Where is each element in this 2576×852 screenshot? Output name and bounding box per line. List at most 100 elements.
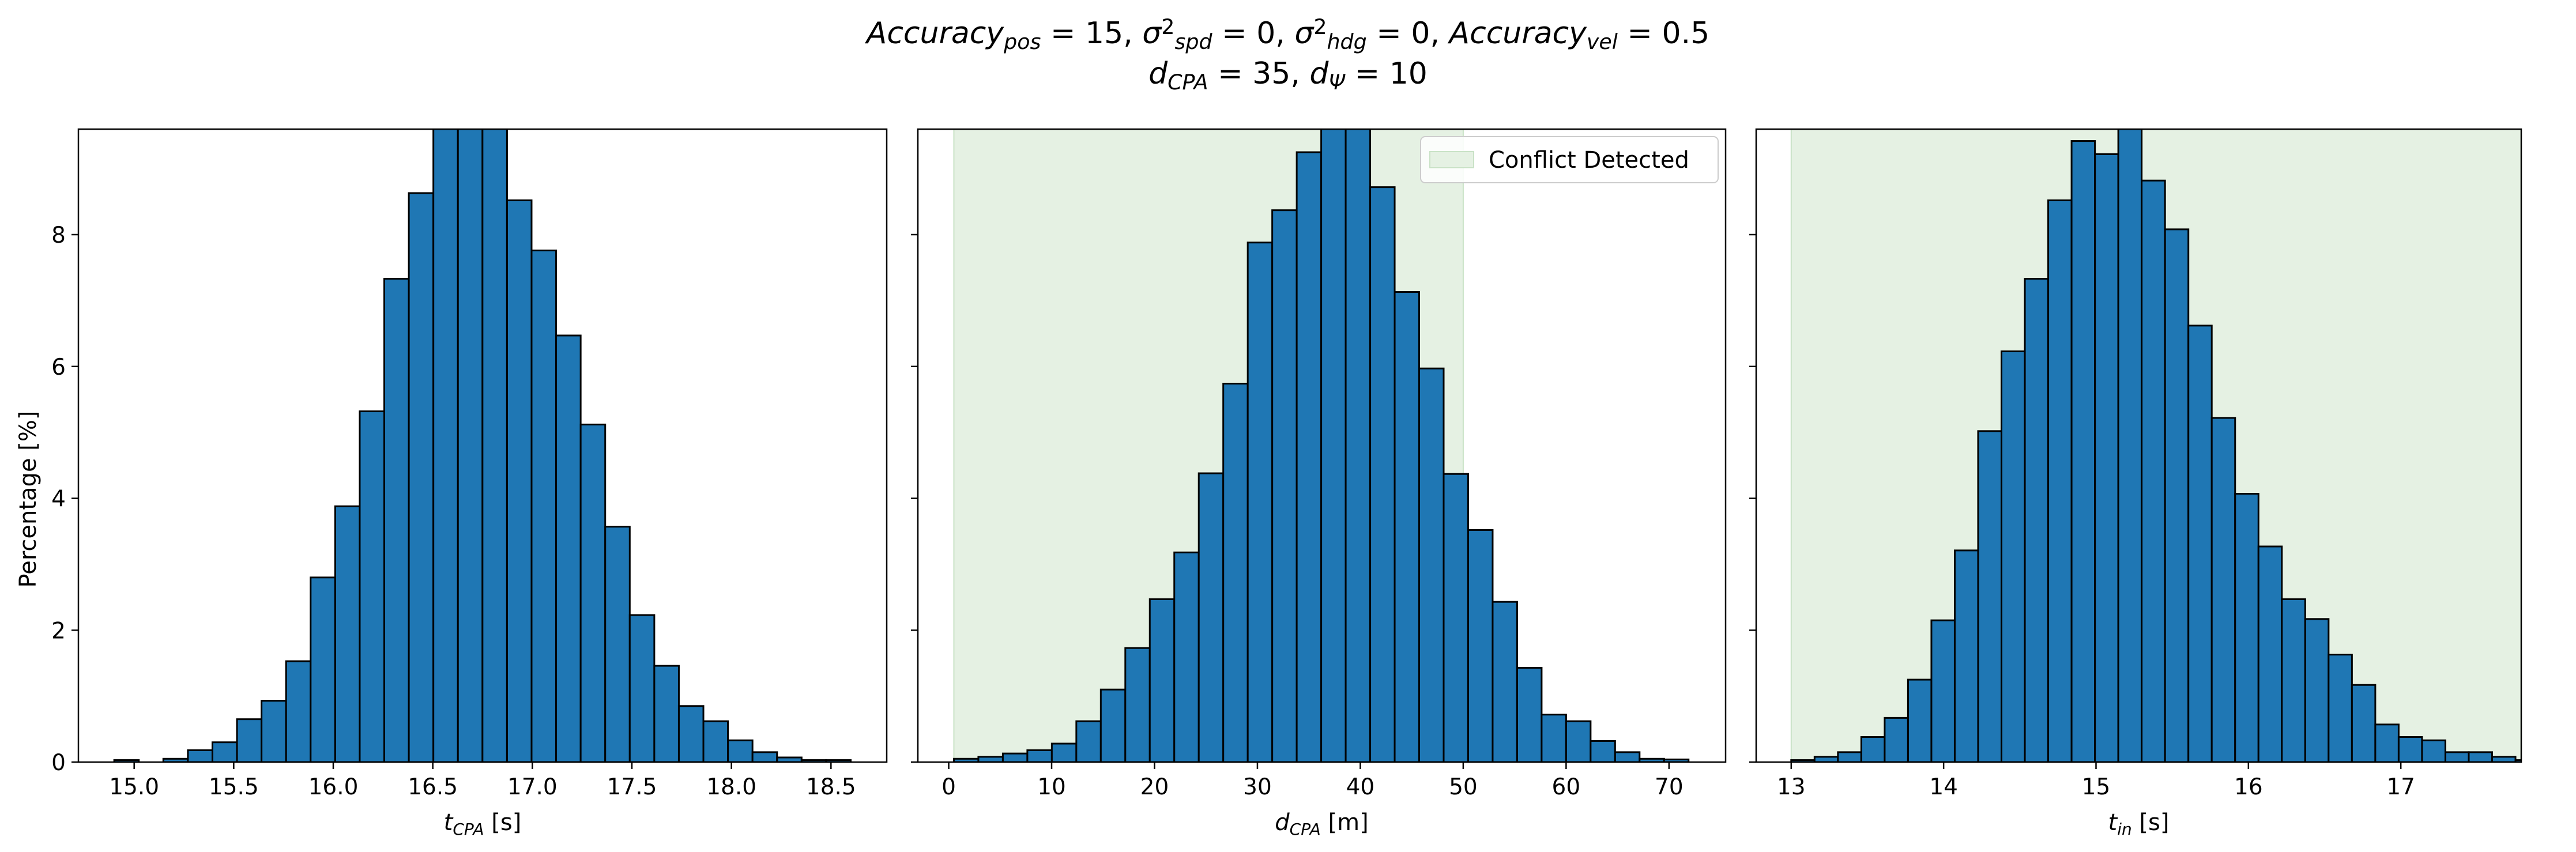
histogram-bar (1394, 291, 1421, 762)
x-axis-label: tin [s] (2108, 809, 2170, 839)
histogram-bar (2397, 736, 2423, 762)
histogram-bar (1467, 529, 1494, 762)
histogram-bar (2187, 325, 2213, 762)
histogram-bar (1663, 758, 1690, 762)
histogram-bar (2257, 545, 2283, 762)
x-tick-label: 15.5 (209, 774, 259, 800)
histogram-bar (1148, 598, 1176, 762)
x-tick-label: 20 (1140, 774, 1169, 800)
histogram-bar (457, 129, 484, 762)
histogram-bar (1222, 382, 1249, 762)
histogram-bar (1026, 749, 1053, 762)
x-tick-label: 13 (1777, 774, 1806, 800)
histogram-bar (334, 505, 361, 762)
histogram-bar (383, 278, 410, 762)
histogram-bar (1516, 666, 1543, 762)
x-tick-label: 15.0 (109, 774, 159, 800)
histogram-bar (2444, 751, 2470, 762)
histogram-bar (1099, 688, 1127, 762)
histogram-bar (2514, 759, 2521, 762)
histogram-bar (1492, 601, 1518, 762)
histogram-bar (1271, 209, 1298, 762)
histogram-bar (1295, 151, 1323, 762)
histogram-bar (579, 423, 607, 762)
histogram-bar (2094, 153, 2119, 762)
x-tick-label: 17.0 (507, 774, 558, 800)
histogram-bar (2141, 179, 2166, 762)
x-tick-label: 14 (1929, 774, 1958, 800)
chart-panel-1: 15.0 15.5 16.0 16.5 17.0 17.5 18.0 18.5 0 2 4 6 8 tCP… (51, 128, 888, 839)
histogram-bar (1930, 619, 1956, 762)
histogram-bar (1837, 751, 1862, 762)
histogram-bar (530, 249, 558, 762)
histogram-bar (1124, 647, 1151, 762)
x-tick-label: 10 (1037, 774, 1066, 800)
legend-label: Conflict Detected (1489, 147, 1689, 174)
y-tick-label: 4 (51, 487, 66, 512)
y-tick-label: 8 (51, 223, 66, 248)
histogram-bar (1565, 720, 1592, 762)
histogram-bar (1345, 129, 1372, 762)
histogram-bar (1075, 720, 1102, 762)
y-tick-label: 6 (51, 355, 66, 380)
chart-panel-2: 0 10 20 30 40 50 60 70 dCPA [m] Conflict Detected (911, 128, 1727, 839)
x-tick-label: 18.0 (706, 774, 756, 800)
histogram-bar (2421, 739, 2446, 762)
axes-frame (1755, 128, 2522, 763)
histogram-bar (2210, 417, 2236, 762)
histogram-bar (2117, 129, 2143, 762)
histogram-bar (977, 756, 1004, 762)
histogram-bar (2070, 140, 2096, 762)
x-tick-label: 30 (1243, 774, 1272, 800)
histogram-bar (1590, 740, 1616, 762)
x-tick-label: 70 (1655, 774, 1684, 800)
histogram-bar (2491, 756, 2517, 762)
x-tick-label: 18.5 (806, 774, 856, 800)
histogram-bar (2047, 199, 2073, 762)
histogram-bar (2234, 492, 2259, 762)
histogram-bar (187, 749, 213, 762)
histogram-bar (1884, 717, 1909, 762)
y-tick-label: 0 (51, 750, 66, 776)
histogram-bar (628, 614, 656, 762)
x-tick-label: 17.5 (607, 774, 657, 800)
x-axis-label: dCPA [m] (1275, 809, 1368, 839)
histogram-bar (1246, 242, 1274, 762)
histogram-bar (236, 718, 263, 762)
histogram-bar (1813, 756, 1839, 762)
figure-title-line-1: Accuracypos = 15, σ2spd = 0, σ2hdg = 0, … (865, 14, 1709, 54)
histogram-bar (653, 665, 680, 762)
legend-swatch (1429, 151, 1474, 168)
histogram-bar (481, 129, 508, 762)
legend-box (1420, 136, 1719, 183)
histogram-bar (1541, 714, 1567, 762)
histogram-bar (1860, 736, 1886, 762)
histogram-bar (506, 199, 533, 762)
histogram-bar (1320, 129, 1347, 762)
histogram-bar (2164, 228, 2190, 762)
y-axis-label: Percentage [%] (15, 411, 42, 588)
x-tick-label: 15 (2082, 774, 2111, 800)
histogram-bar (2304, 618, 2330, 762)
histogram-bar (2001, 350, 2026, 762)
histogram-bar (1001, 752, 1029, 762)
histogram-bar (432, 129, 459, 762)
histogram-bar (408, 192, 435, 762)
x-axis-label: tCPA [s] (444, 809, 522, 839)
histogram-bar (310, 576, 336, 762)
histogram-bar (727, 739, 754, 762)
plot-area (952, 129, 1690, 762)
histogram-bar (677, 705, 705, 762)
histogram-bar (2374, 723, 2400, 762)
histogram-bar (1953, 549, 1979, 762)
histogram-bar (2468, 751, 2494, 762)
x-tick-label: 60 (1552, 774, 1581, 800)
x-tick-label: 16.5 (408, 774, 458, 800)
x-tick-label: 16.0 (308, 774, 359, 800)
histogram-bar (359, 410, 386, 762)
x-tick-label: 17 (2386, 774, 2415, 800)
histogram-bar (1418, 367, 1445, 762)
x-tick-label: 50 (1449, 774, 1478, 800)
histogram-bar (2024, 278, 2050, 762)
